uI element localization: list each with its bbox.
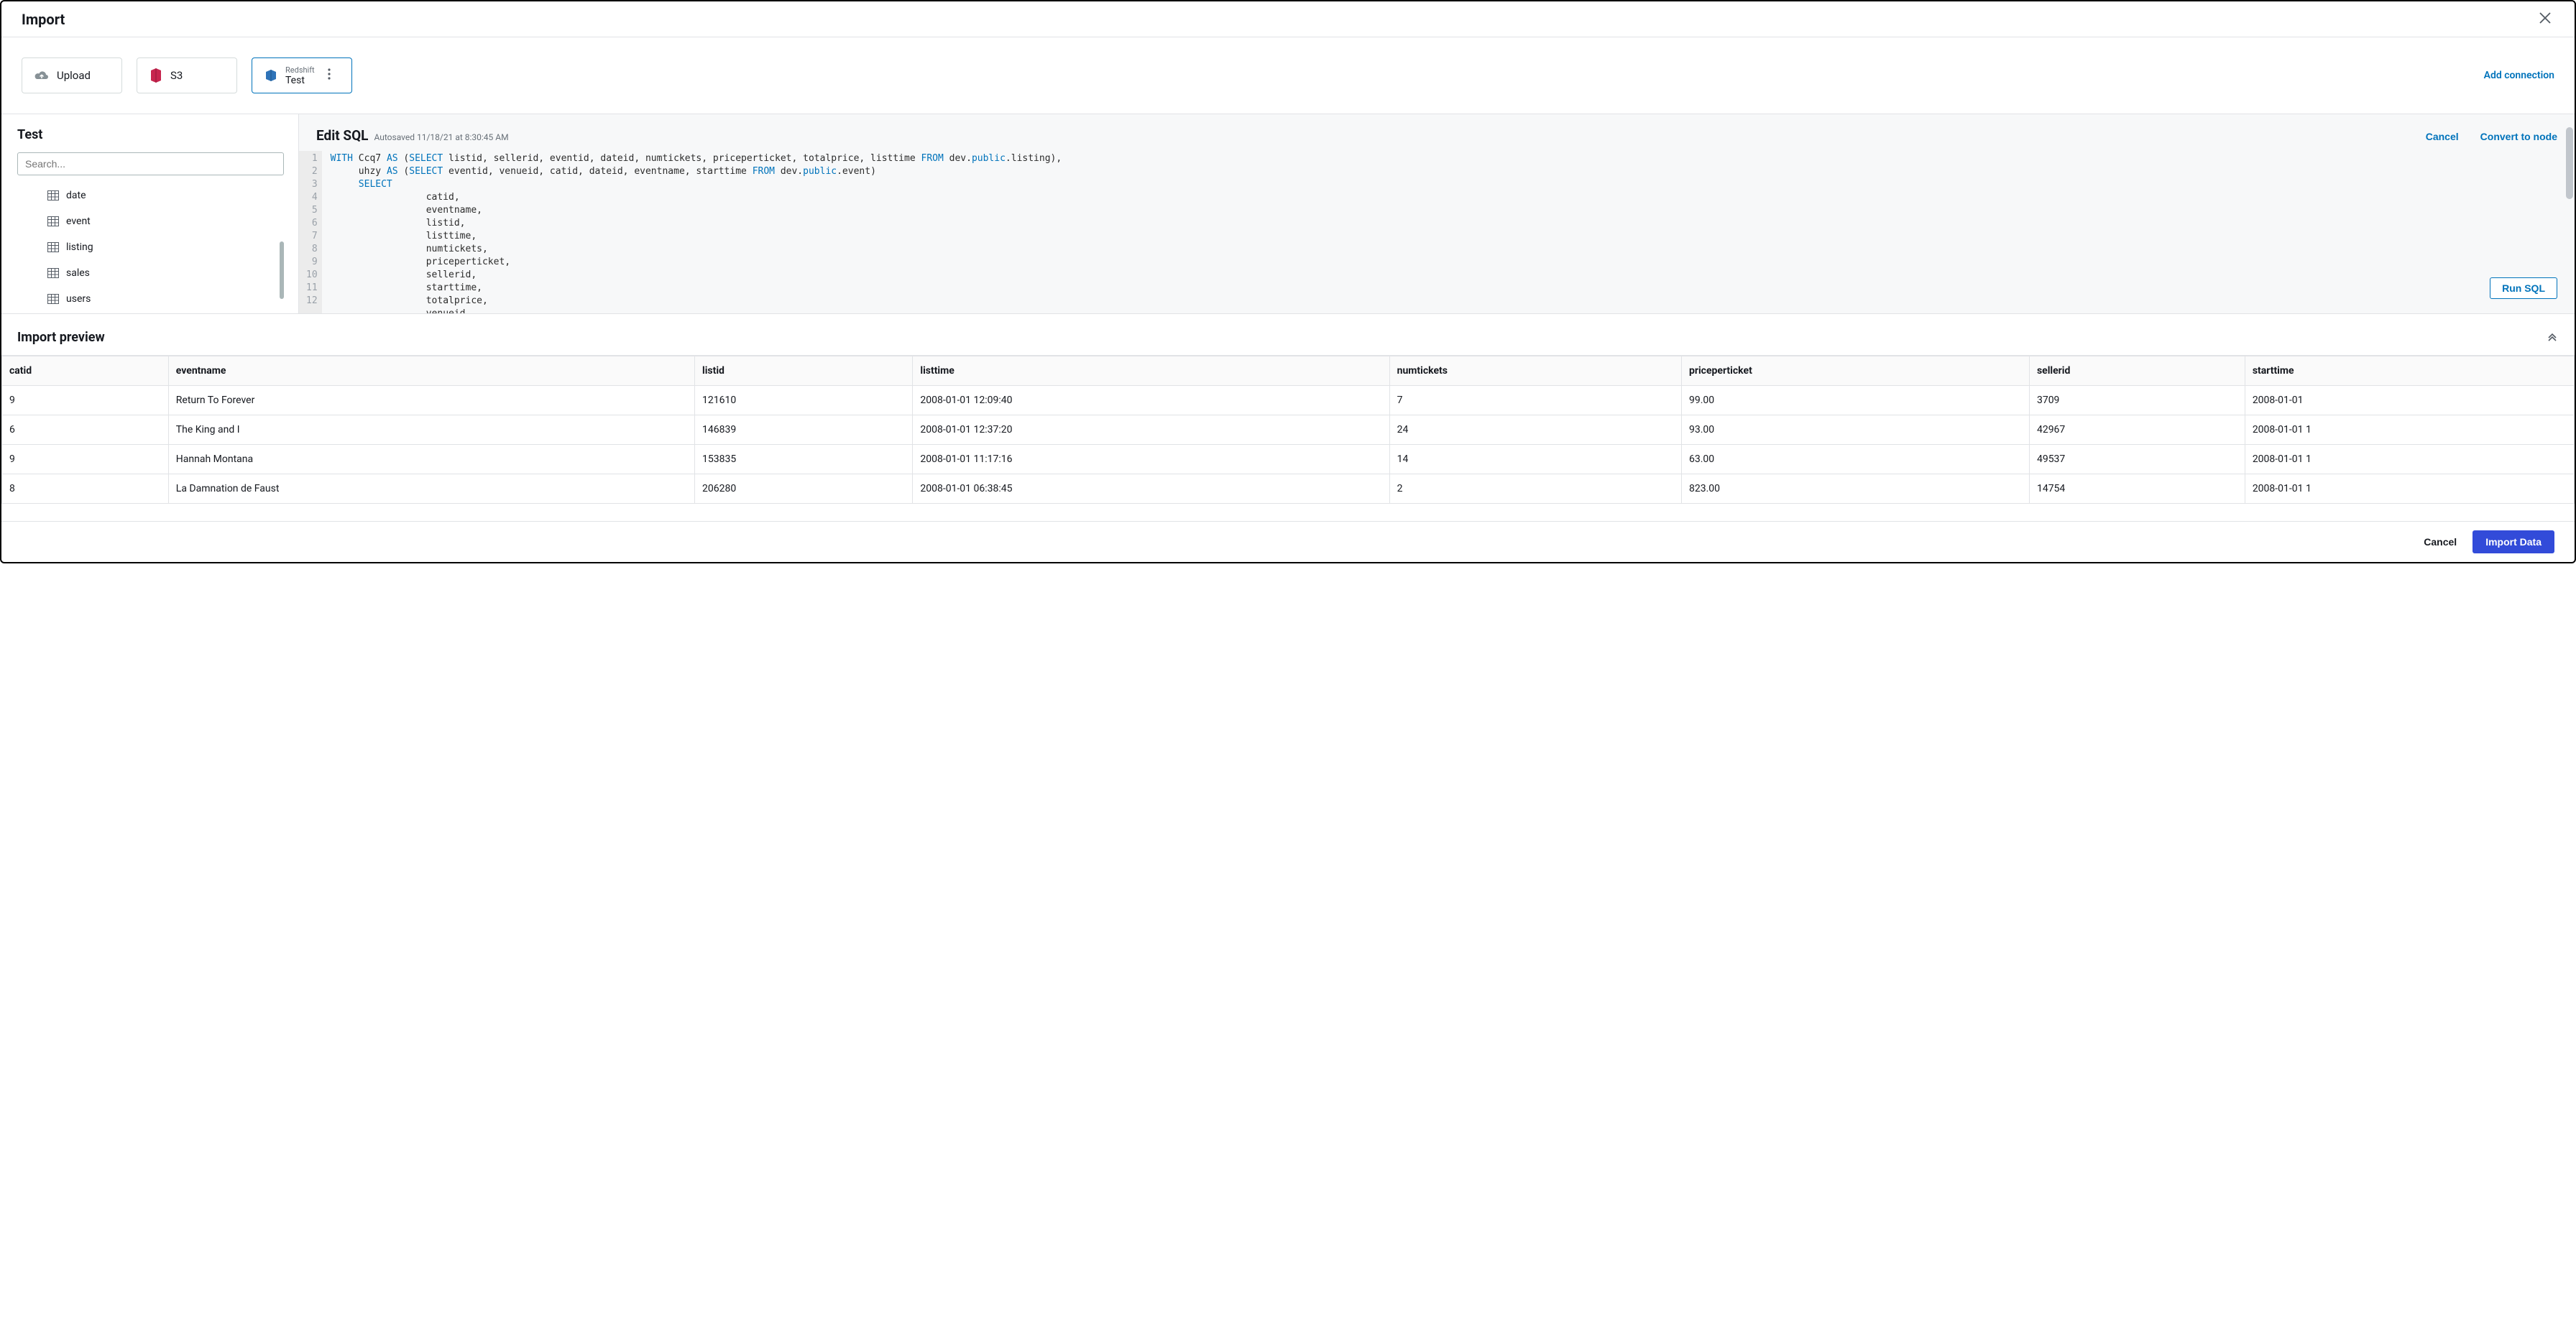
table-cell: 2 bbox=[1389, 474, 1681, 504]
table-cell: 2008-01-01 12:37:20 bbox=[913, 415, 1389, 445]
table-cell: 2008-01-01 1 bbox=[2245, 474, 2574, 504]
table-cell: 63.00 bbox=[1681, 445, 2029, 474]
close-button[interactable] bbox=[2536, 9, 2554, 29]
table-icon bbox=[47, 242, 59, 252]
connection-title: Test bbox=[17, 127, 284, 142]
table-cell: 2008-01-01 1 bbox=[2245, 445, 2574, 474]
upload-label: Upload bbox=[57, 69, 91, 82]
table-row: 6The King and I1468392008-01-01 12:37:20… bbox=[2, 415, 2575, 445]
column-header[interactable]: catid bbox=[2, 356, 169, 386]
column-header[interactable]: eventname bbox=[168, 356, 694, 386]
table-cell: 2008-01-01 06:38:45 bbox=[913, 474, 1389, 504]
preview-title: Import preview bbox=[17, 330, 105, 345]
cloud-upload-icon bbox=[34, 69, 50, 82]
import-data-button[interactable]: Import Data bbox=[2472, 530, 2554, 553]
table-cell: 9 bbox=[2, 386, 169, 415]
table-cell: 14754 bbox=[2029, 474, 2245, 504]
column-header[interactable]: priceperticket bbox=[1681, 356, 2029, 386]
sql-code: WITH Ccq7 AS (SELECT listid, sellerid, e… bbox=[322, 151, 2575, 313]
table-cell: 3709 bbox=[2029, 386, 2245, 415]
column-header[interactable]: starttime bbox=[2245, 356, 2574, 386]
table-item[interactable]: date bbox=[17, 183, 284, 208]
table-cell: 2008-01-01 12:09:40 bbox=[913, 386, 1389, 415]
table-cell: The King and I bbox=[168, 415, 694, 445]
preview-header-row: catideventnamelistidlisttimenumticketspr… bbox=[2, 356, 2575, 386]
table-name: date bbox=[66, 190, 86, 201]
redshift-source-button[interactable]: Redshift Test bbox=[252, 57, 352, 93]
editor-title: Edit SQL bbox=[316, 127, 368, 144]
table-cell: 9 bbox=[2, 445, 169, 474]
table-row: 8La Damnation de Faust2062802008-01-01 0… bbox=[2, 474, 2575, 504]
close-icon bbox=[2539, 11, 2552, 24]
table-item[interactable]: event bbox=[17, 208, 284, 234]
table-cell: 121610 bbox=[695, 386, 913, 415]
preview-body: 9Return To Forever1216102008-01-01 12:09… bbox=[2, 386, 2575, 504]
scrollbar-thumb[interactable] bbox=[2566, 127, 2573, 199]
table-item[interactable]: users bbox=[17, 286, 284, 312]
footer-cancel-button[interactable]: Cancel bbox=[2424, 536, 2457, 548]
table-icon bbox=[47, 216, 59, 226]
preview-table: catideventnamelistidlisttimenumticketspr… bbox=[1, 356, 2575, 504]
convert-node-button[interactable]: Convert to node bbox=[2480, 131, 2557, 142]
table-icon bbox=[47, 268, 59, 278]
s3-label: S3 bbox=[170, 69, 183, 82]
redshift-icon bbox=[264, 68, 278, 83]
chevron-up-icon bbox=[2547, 331, 2557, 341]
table-cell: 42967 bbox=[2029, 415, 2245, 445]
table-cell: 146839 bbox=[695, 415, 913, 445]
table-cell: 823.00 bbox=[1681, 474, 2029, 504]
table-cell: 8 bbox=[2, 474, 169, 504]
collapse-button[interactable] bbox=[2547, 331, 2557, 344]
more-icon[interactable] bbox=[328, 68, 331, 83]
table-cell: 14 bbox=[1389, 445, 1681, 474]
table-cell: 2008-01-01 11:17:16 bbox=[913, 445, 1389, 474]
page-title: Import bbox=[22, 11, 65, 28]
table-cell: 2008-01-01 bbox=[2245, 386, 2574, 415]
upload-source-button[interactable]: Upload bbox=[22, 57, 122, 93]
editor-cancel-button[interactable]: Cancel bbox=[2426, 131, 2459, 142]
table-cell: 99.00 bbox=[1681, 386, 2029, 415]
autosave-label: Autosaved 11/18/21 at 8:30:45 AM bbox=[374, 132, 508, 142]
column-header[interactable]: listid bbox=[695, 356, 913, 386]
table-row: 9Hannah Montana1538352008-01-01 11:17:16… bbox=[2, 445, 2575, 474]
table-cell: 93.00 bbox=[1681, 415, 2029, 445]
s3-icon bbox=[149, 68, 163, 83]
column-header[interactable]: listtime bbox=[913, 356, 1389, 386]
line-gutter: 123456789101112 bbox=[299, 151, 322, 313]
column-header[interactable]: numtickets bbox=[1389, 356, 1681, 386]
redshift-name-label: Test bbox=[285, 75, 315, 86]
table-item[interactable]: sales bbox=[17, 260, 284, 286]
table-name: sales bbox=[66, 267, 90, 279]
table-cell: 206280 bbox=[695, 474, 913, 504]
table-cell: 7 bbox=[1389, 386, 1681, 415]
table-cell: 6 bbox=[2, 415, 169, 445]
redshift-type-label: Redshift bbox=[285, 65, 315, 75]
table-cell: 24 bbox=[1389, 415, 1681, 445]
table-cell: Hannah Montana bbox=[168, 445, 694, 474]
table-name: listing bbox=[66, 241, 93, 253]
table-cell: 153835 bbox=[695, 445, 913, 474]
scrollbar-thumb[interactable] bbox=[280, 241, 284, 299]
sql-editor[interactable]: 123456789101112 WITH Ccq7 AS (SELECT lis… bbox=[299, 151, 2575, 313]
table-cell: 49537 bbox=[2029, 445, 2245, 474]
table-cell: 2008-01-01 1 bbox=[2245, 415, 2574, 445]
table-list: date event listing sales users bbox=[17, 183, 284, 313]
column-header[interactable]: sellerid bbox=[2029, 356, 2245, 386]
table-icon bbox=[47, 294, 59, 304]
table-cell: Return To Forever bbox=[168, 386, 694, 415]
search-input[interactable] bbox=[17, 152, 284, 175]
table-name: users bbox=[66, 293, 91, 305]
s3-source-button[interactable]: S3 bbox=[137, 57, 237, 93]
table-name: event bbox=[66, 216, 91, 227]
table-row: 9Return To Forever1216102008-01-01 12:09… bbox=[2, 386, 2575, 415]
run-sql-button[interactable]: Run SQL bbox=[2490, 277, 2557, 299]
table-item[interactable]: listing bbox=[17, 234, 284, 260]
table-cell: La Damnation de Faust bbox=[168, 474, 694, 504]
add-connection-link[interactable]: Add connection bbox=[2484, 70, 2554, 81]
table-icon bbox=[47, 190, 59, 201]
